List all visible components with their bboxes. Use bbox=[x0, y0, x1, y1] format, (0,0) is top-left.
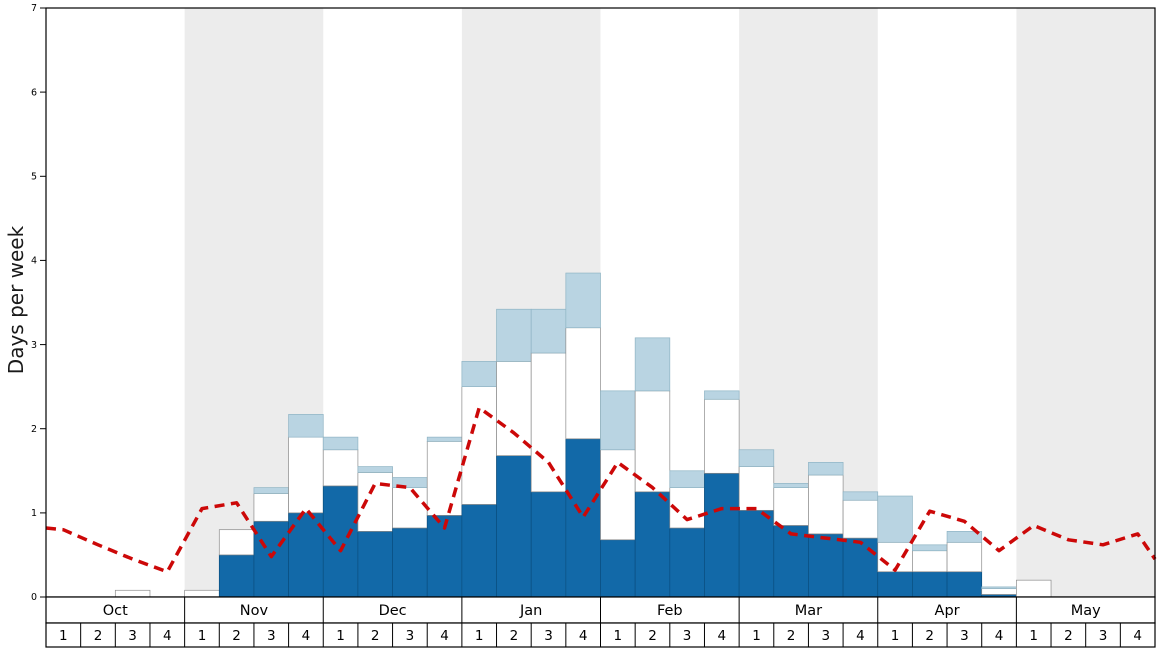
svg-text:3: 3 bbox=[683, 628, 692, 644]
svg-text:3: 3 bbox=[128, 628, 137, 644]
svg-text:4: 4 bbox=[1133, 628, 1142, 644]
svg-text:1: 1 bbox=[752, 628, 761, 644]
stacked-bars bbox=[114, 272, 1052, 598]
svg-text:4: 4 bbox=[995, 628, 1004, 644]
svg-text:3: 3 bbox=[960, 628, 969, 644]
svg-text:1: 1 bbox=[614, 628, 623, 644]
svg-text:4: 4 bbox=[718, 628, 727, 644]
svg-text:6: 6 bbox=[31, 87, 37, 98]
svg-text:3: 3 bbox=[822, 628, 831, 644]
svg-text:2: 2 bbox=[648, 628, 657, 644]
month-axis: Oct Nov Dec Jan Feb Mar Apr May bbox=[45, 596, 1156, 624]
red-dashed-line bbox=[45, 405, 1157, 574]
svg-text:1: 1 bbox=[475, 628, 484, 644]
week-axis: 1 2 3 4 1 2 3 4 1 2 3 4 1 2 3 4 1 2 3 4 1 2 3 4 1 2 3 4 1 2 3 4 bbox=[45, 622, 1156, 648]
svg-text:2: 2 bbox=[371, 628, 380, 644]
svg-text:7: 7 bbox=[31, 3, 37, 14]
svg-text:May: May bbox=[1071, 603, 1101, 619]
svg-text:Mar: Mar bbox=[795, 603, 822, 619]
svg-text:1: 1 bbox=[31, 508, 37, 519]
svg-text:2: 2 bbox=[510, 628, 519, 644]
svg-text:3: 3 bbox=[1099, 628, 1108, 644]
svg-text:4: 4 bbox=[579, 628, 588, 644]
svg-text:2: 2 bbox=[787, 628, 796, 644]
svg-text:Oct: Oct bbox=[103, 603, 128, 619]
svg-text:2: 2 bbox=[31, 424, 37, 435]
svg-text:4: 4 bbox=[440, 628, 449, 644]
svg-text:2: 2 bbox=[94, 628, 103, 644]
svg-text:3: 3 bbox=[267, 628, 276, 644]
svg-text:3: 3 bbox=[31, 340, 37, 351]
svg-text:2: 2 bbox=[232, 628, 241, 644]
svg-text:2: 2 bbox=[925, 628, 934, 644]
svg-text:Jan: Jan bbox=[519, 603, 542, 619]
svg-text:4: 4 bbox=[856, 628, 865, 644]
svg-text:4: 4 bbox=[302, 628, 311, 644]
svg-text:2: 2 bbox=[1064, 628, 1073, 644]
svg-text:5: 5 bbox=[31, 172, 37, 183]
svg-text:0: 0 bbox=[31, 592, 37, 603]
svg-text:1: 1 bbox=[59, 628, 68, 644]
svg-text:1: 1 bbox=[1029, 628, 1038, 644]
svg-text:1: 1 bbox=[891, 628, 900, 644]
svg-text:3: 3 bbox=[406, 628, 415, 644]
svg-text:4: 4 bbox=[163, 628, 172, 644]
svg-text:4: 4 bbox=[31, 256, 37, 267]
y-axis-title: Days per week bbox=[4, 225, 28, 375]
svg-text:Dec: Dec bbox=[379, 603, 407, 619]
svg-text:Apr: Apr bbox=[935, 603, 960, 619]
y-axis: 0 1 2 3 4 5 6 7 bbox=[31, 3, 46, 603]
svg-text:Nov: Nov bbox=[240, 603, 269, 619]
svg-text:1: 1 bbox=[336, 628, 345, 644]
svg-text:Feb: Feb bbox=[657, 603, 683, 619]
svg-text:3: 3 bbox=[544, 628, 553, 644]
svg-text:1: 1 bbox=[198, 628, 207, 644]
